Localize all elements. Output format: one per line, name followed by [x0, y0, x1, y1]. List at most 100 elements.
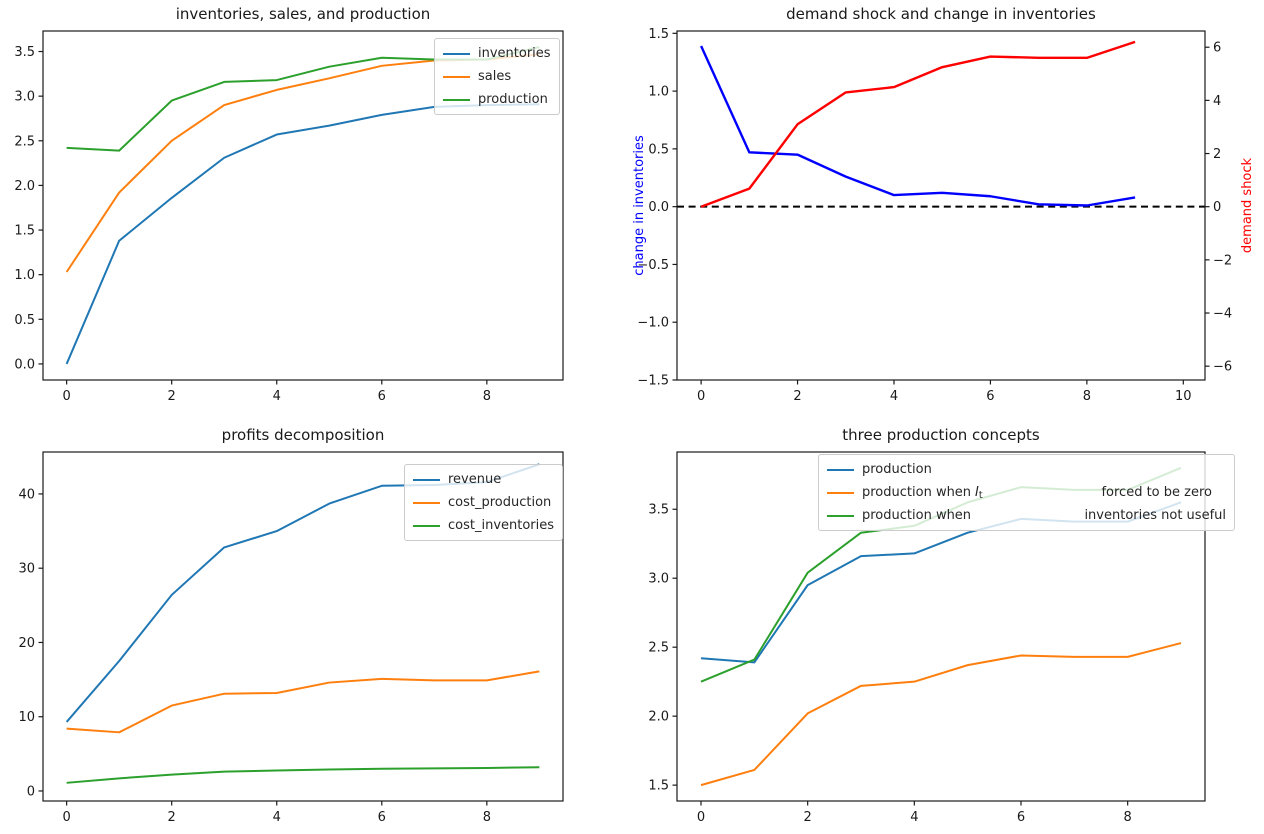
legend-label: production: [862, 462, 932, 477]
tick-label: 6: [1213, 41, 1221, 56]
tick-label: 1.5: [648, 27, 669, 42]
tick-label: 4: [273, 810, 281, 825]
legend-label-part: forced to be zero: [1101, 485, 1212, 500]
ticks-profits-decomposition: 0 2 4 6 8 0 10 20 30 40: [18, 487, 491, 825]
tick-label: 8: [483, 810, 491, 825]
legend-line-swatch: [827, 491, 854, 494]
legend-inventories-sales-production: inventories sales production: [434, 38, 560, 115]
tick-label: 3.5: [648, 503, 669, 518]
legend-entry: inventories: [443, 44, 551, 63]
tick-label: 0.5: [648, 142, 669, 157]
tick-label: 40: [18, 487, 35, 502]
axes-frame-profits-decomposition: [42, 451, 564, 802]
tick-label: 2.0: [648, 710, 669, 725]
axes-frame-demand-shock-change-in-inventories: [676, 30, 1206, 381]
axes-frame-three-production-concepts: [676, 451, 1206, 802]
tick-label: 4: [1213, 94, 1221, 109]
tick-label: 8: [1083, 389, 1091, 404]
legend-line-swatch: [827, 514, 854, 517]
ticks-inventories-sales-production: 0 2 4 6 8 0.0 0.5 1.0 1.5 2.0 2.5 3.0 3.5: [14, 45, 491, 404]
axes-frame-inventories-sales-production: [42, 30, 564, 381]
chart-title-profits-decomposition: profits decomposition: [221, 426, 385, 444]
legend-label: cost_production: [448, 495, 552, 510]
tick-label: 0: [62, 810, 70, 825]
series-line-cost-production: [66, 670, 540, 734]
legend-entry: cost_production: [413, 493, 554, 512]
series-line-demand-shock: [700, 40, 1136, 208]
legend-label-part: inventories not useful: [1084, 508, 1226, 523]
legend-label: inventories: [478, 46, 551, 61]
tick-label: 6: [378, 810, 386, 825]
chart-title-three-production-concepts: three production concepts: [842, 426, 1040, 444]
tick-label: 1.5: [14, 224, 35, 239]
tick-label: 8: [1124, 810, 1132, 825]
tick-label: −0.5: [637, 258, 669, 273]
legend-entry: production: [443, 90, 551, 109]
tick-label: 3.0: [14, 90, 35, 105]
series-line-inventories: [65, 103, 540, 365]
tick-label: 6: [378, 389, 386, 404]
tick-label: 8: [483, 389, 491, 404]
legend-line-swatch: [827, 468, 854, 471]
chart-title-inventories-sales-production: inventories, sales, and production: [175, 5, 431, 23]
tick-label: 4: [910, 810, 918, 825]
tick-label: 3.0: [648, 572, 669, 587]
tick-label: 2: [1213, 147, 1221, 162]
legend-entry: sales: [443, 67, 551, 86]
tick-label: −1.0: [637, 316, 669, 331]
ticks-three-production-concepts: 0 2 4 6 8 1.5 2.0 2.5 3.0 3.5: [648, 503, 1131, 825]
legend-line-swatch: [413, 524, 440, 527]
legend-label-part: production when: [862, 508, 972, 523]
legend-entry: production: [827, 460, 1226, 479]
series-line-change-in-inventories: [700, 45, 1136, 207]
tick-label: 2: [804, 810, 812, 825]
tick-label: 0: [697, 810, 705, 825]
tick-label: 20: [18, 636, 35, 651]
legend-line-swatch: [443, 52, 470, 55]
tick-label: 2.5: [648, 641, 669, 656]
tick-label: 6: [1017, 810, 1025, 825]
tick-label: 0.5: [14, 313, 35, 328]
tick-label: 0.0: [14, 357, 35, 372]
tick-label: 2.5: [14, 134, 35, 149]
legend-label: revenue: [448, 472, 502, 487]
legend-entry: production when inventories not useful: [827, 506, 1226, 525]
tick-label: −4: [1213, 307, 1232, 322]
tick-label: 10: [18, 710, 35, 725]
legend-entry: cost_inventories: [413, 516, 554, 535]
legend-label: production: [478, 92, 548, 107]
tick-label: 10: [1175, 389, 1192, 404]
tick-label: 0: [1213, 200, 1221, 215]
ticks-demand-shock-change-in-inventories: 0 2 4 6 8 10 −1.5 −1.0 −0.5 0.0 0.5 1.0 1.5 −6 −4 −2 0 2 4…: [637, 27, 1232, 404]
tick-label: −1.5: [637, 374, 669, 389]
tick-label: −2: [1213, 253, 1232, 268]
tick-label: −6: [1213, 360, 1232, 375]
tick-label: 1.0: [648, 85, 669, 100]
tick-label: 0: [27, 784, 35, 799]
tick-label: 2.0: [14, 179, 35, 194]
tick-label: 0: [697, 389, 705, 404]
legend-line-swatch: [413, 501, 440, 504]
legend-label-part: production when: [862, 485, 972, 500]
tick-label: 0: [62, 389, 70, 404]
y-axis-label-left: change in inventories: [632, 135, 647, 276]
legend-label: cost_inventories: [448, 518, 555, 533]
legend-line-swatch: [443, 98, 470, 101]
tick-label: 2: [793, 389, 801, 404]
plot-area-demand-shock-change-in-inventories: [677, 40, 1205, 208]
chart-title-demand-shock: demand shock and change in inventories: [786, 5, 1096, 23]
legend-label: sales: [478, 69, 512, 84]
legend-line-swatch: [443, 75, 470, 78]
tick-label: 1.0: [14, 268, 35, 283]
legend-label-part: I: [975, 485, 979, 500]
tick-label: 30: [18, 562, 35, 577]
tick-label: 2: [168, 389, 176, 404]
legend-label-part: t: [978, 490, 983, 501]
tick-label: 4: [890, 389, 898, 404]
series-line-cost-inventories: [66, 766, 540, 784]
tick-label: 3.5: [14, 45, 35, 60]
